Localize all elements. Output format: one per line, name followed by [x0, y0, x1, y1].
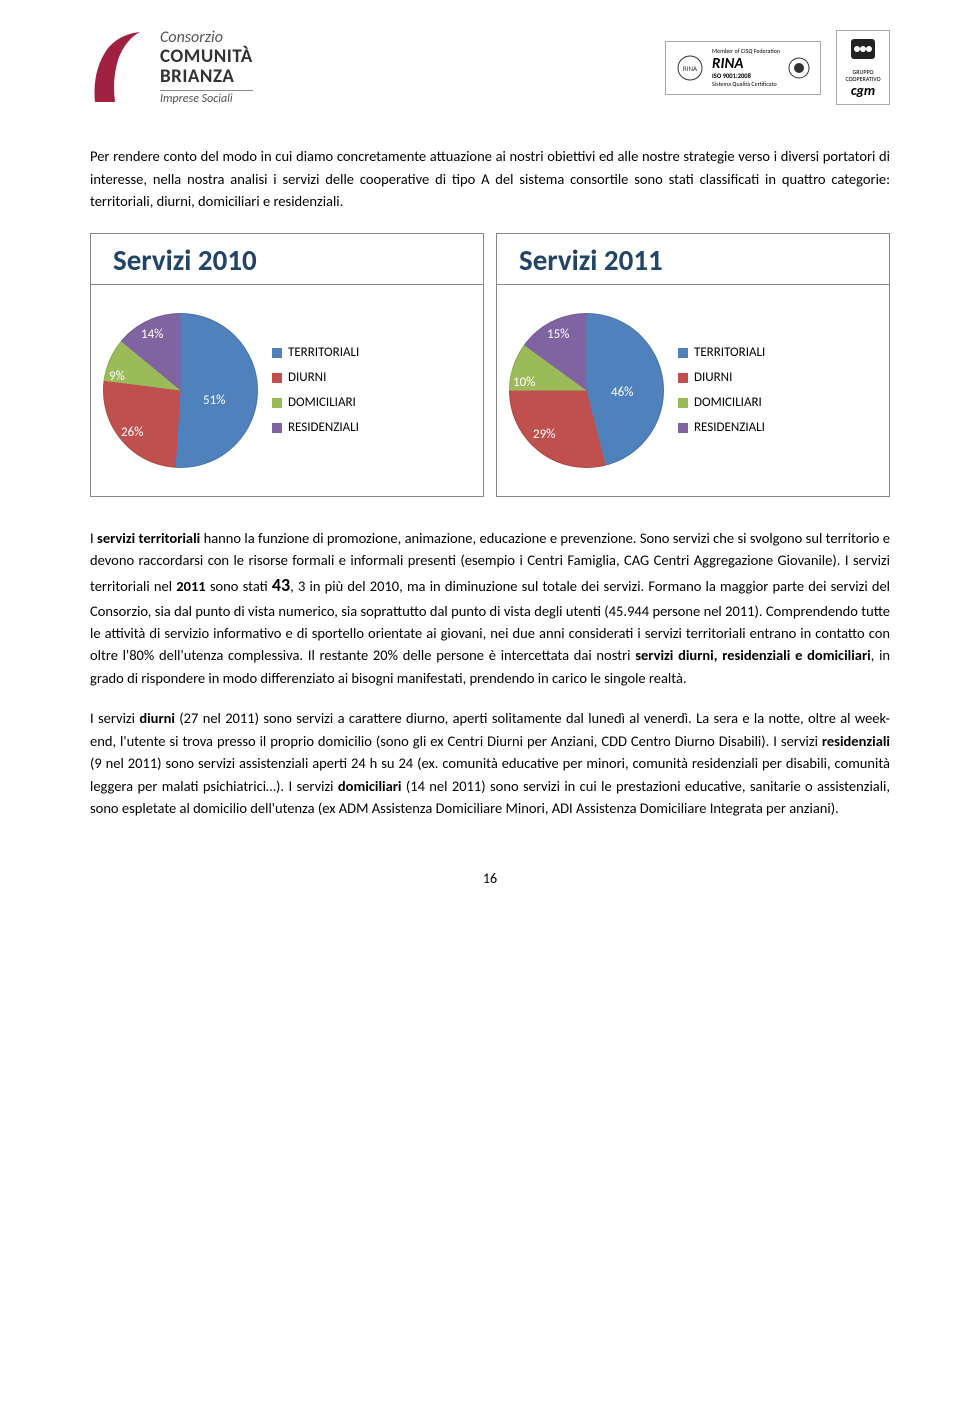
body-paragraph-2: I servizi territoriali hanno la funzione… [90, 527, 890, 690]
legend-item: DOMICILIARI [272, 395, 359, 410]
logo-rina: RINA Member of CISQ Federation RINA ISO … [665, 41, 821, 95]
chart-2010-legend: TERRITORIALI DIURNI DOMICILIARI RESIDENZIAL… [272, 345, 359, 435]
logo-sub: Imprese Sociali [160, 90, 253, 106]
pie-slice-label: 29% [533, 427, 555, 442]
pie-slice-label: 10% [513, 375, 535, 390]
legend-swatch [272, 423, 282, 433]
pie-slice-label: 14% [141, 327, 163, 342]
svg-text:RINA: RINA [683, 64, 698, 73]
intro-paragraph: Per rendere conto del modo in cui diamo … [90, 145, 890, 212]
logo-line3: BRIANZA [160, 67, 253, 87]
legend-item: RESIDENZIALI [272, 420, 359, 435]
chart-2011-title: Servizi 2011 [497, 234, 889, 285]
pie-slice-label: 9% [109, 369, 125, 384]
legend-label: DIURNI [288, 370, 326, 385]
chart-2011: Servizi 2011 46% 29% 10% 15% TERRITORIALI DI… [496, 233, 890, 497]
legend-swatch [272, 398, 282, 408]
legend-label: RESIDENZIALI [694, 420, 765, 435]
legend-swatch [678, 398, 688, 408]
legend-label: TERRITORIALI [694, 345, 765, 360]
chart-2010: Servizi 2010 51% 26% 9% 14% TERRITORIALI DIU… [90, 233, 484, 497]
legend-swatch [678, 423, 688, 433]
legend-item: DIURNI [272, 370, 359, 385]
pie-slice-label: 46% [611, 385, 633, 400]
page-header: Consorzio COMUNITÀ BRIANZA Imprese Socia… [90, 30, 890, 105]
legend-item: TERRITORIALI [678, 345, 765, 360]
legend-swatch [678, 348, 688, 358]
pie-slice-label: 51% [203, 393, 225, 408]
pie-slice-label: 15% [547, 327, 569, 342]
logo-consorzio: Consorzio COMUNITÀ BRIANZA Imprese Socia… [90, 30, 253, 105]
legend-label: DOMICILIARI [694, 395, 762, 410]
legend-label: TERRITORIALI [288, 345, 359, 360]
legend-item: DOMICILIARI [678, 395, 765, 410]
legend-label: DOMICILIARI [288, 395, 356, 410]
legend-item: RESIDENZIALI [678, 420, 765, 435]
legend-swatch [272, 373, 282, 383]
pie-slice-label: 26% [121, 425, 143, 440]
page-number: 16 [90, 870, 890, 887]
legend-label: DIURNI [694, 370, 732, 385]
chart-2010-pie: 51% 26% 9% 14% [103, 313, 258, 468]
charts-row: Servizi 2010 51% 26% 9% 14% TERRITORIALI DIU… [90, 233, 890, 497]
logo-line2: COMUNITÀ [160, 47, 253, 67]
chart-2011-legend: TERRITORIALI DIURNI DOMICILIARI RESIDENZIAL… [678, 345, 765, 435]
legend-label: RESIDENZIALI [288, 420, 359, 435]
logo-cgm: GRUPPO COOPERATIVO cgm [836, 30, 890, 105]
legend-item: DIURNI [678, 370, 765, 385]
legend-item: TERRITORIALI [272, 345, 359, 360]
legend-swatch [272, 348, 282, 358]
chart-2011-pie: 46% 29% 10% 15% [509, 313, 664, 468]
chart-2010-title: Servizi 2010 [91, 234, 483, 285]
body-paragraph-3: I servizi diurni (27 nel 2011) sono serv… [90, 707, 890, 819]
legend-swatch [678, 373, 688, 383]
